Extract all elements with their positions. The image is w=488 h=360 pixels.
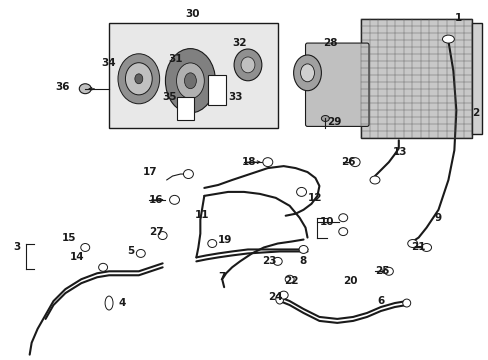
Ellipse shape	[442, 35, 453, 43]
Text: 26: 26	[341, 157, 355, 167]
Text: 18: 18	[242, 157, 256, 167]
Ellipse shape	[105, 296, 113, 310]
Ellipse shape	[263, 158, 272, 167]
Ellipse shape	[125, 63, 152, 95]
Ellipse shape	[338, 228, 347, 235]
Bar	[471, 23, 481, 134]
Bar	[176, 96, 194, 121]
Text: 28: 28	[323, 38, 337, 48]
Text: 29: 29	[326, 117, 341, 127]
Text: 27: 27	[148, 226, 163, 237]
Text: 7: 7	[218, 272, 225, 282]
Ellipse shape	[402, 299, 410, 307]
Ellipse shape	[321, 116, 328, 121]
Text: 36: 36	[55, 82, 70, 92]
Ellipse shape	[79, 84, 91, 94]
Text: 32: 32	[232, 38, 246, 48]
Bar	[208, 75, 225, 105]
Text: 5: 5	[127, 247, 134, 256]
Ellipse shape	[234, 49, 262, 81]
Text: 22: 22	[283, 276, 298, 286]
Bar	[360, 19, 471, 138]
Ellipse shape	[158, 231, 167, 239]
Text: 1: 1	[453, 13, 461, 23]
Ellipse shape	[136, 249, 145, 257]
Ellipse shape	[183, 170, 193, 179]
Text: 9: 9	[434, 213, 441, 223]
Text: 31: 31	[168, 54, 183, 64]
Text: 33: 33	[228, 92, 242, 102]
Bar	[109, 23, 277, 129]
Ellipse shape	[279, 291, 287, 299]
Text: 11: 11	[194, 210, 208, 220]
Text: 17: 17	[142, 167, 157, 177]
Ellipse shape	[99, 264, 107, 271]
Text: 13: 13	[392, 147, 407, 157]
Ellipse shape	[241, 57, 254, 73]
Text: 24: 24	[267, 292, 282, 302]
Ellipse shape	[369, 176, 379, 184]
Text: 20: 20	[343, 276, 357, 286]
Text: 6: 6	[376, 296, 384, 306]
Ellipse shape	[293, 55, 321, 91]
Text: 10: 10	[319, 217, 333, 227]
FancyBboxPatch shape	[305, 43, 368, 126]
Text: 34: 34	[101, 58, 116, 68]
Ellipse shape	[273, 257, 282, 265]
Text: 15: 15	[61, 233, 76, 243]
Ellipse shape	[169, 195, 179, 204]
Ellipse shape	[207, 239, 216, 247]
Ellipse shape	[296, 188, 306, 196]
Text: 8: 8	[299, 256, 306, 266]
Text: 3: 3	[14, 243, 21, 252]
Ellipse shape	[349, 158, 359, 167]
Ellipse shape	[135, 74, 142, 84]
Ellipse shape	[299, 246, 307, 253]
Ellipse shape	[384, 267, 392, 275]
Text: 21: 21	[410, 243, 425, 252]
Text: 25: 25	[374, 266, 388, 276]
Text: 12: 12	[307, 193, 322, 203]
Ellipse shape	[81, 243, 89, 251]
Ellipse shape	[421, 243, 431, 251]
Ellipse shape	[176, 63, 204, 99]
Text: 30: 30	[185, 9, 199, 19]
Text: 35: 35	[163, 92, 177, 102]
Text: 2: 2	[471, 108, 479, 117]
Text: 19: 19	[218, 234, 232, 244]
Ellipse shape	[407, 239, 417, 247]
Ellipse shape	[184, 73, 196, 89]
Ellipse shape	[118, 54, 160, 104]
Ellipse shape	[285, 275, 293, 283]
Ellipse shape	[338, 214, 347, 222]
Ellipse shape	[165, 49, 215, 113]
Ellipse shape	[300, 64, 314, 82]
Text: 14: 14	[69, 252, 84, 262]
Ellipse shape	[275, 294, 283, 304]
Text: 4: 4	[119, 298, 126, 308]
Text: 16: 16	[148, 195, 163, 205]
Text: 23: 23	[262, 256, 276, 266]
